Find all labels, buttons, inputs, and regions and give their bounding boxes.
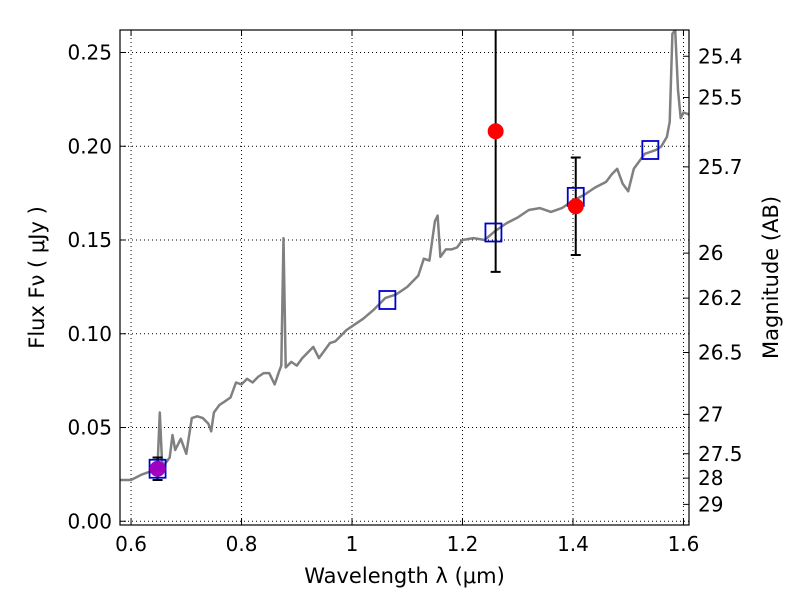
x-tick-label: 0.8	[226, 532, 258, 556]
y-axis-label: Flux Fν ( μJy )	[25, 206, 49, 349]
right-tick-label: 25.7	[698, 155, 743, 179]
y-tick-label: 0.20	[67, 134, 112, 158]
right-tick-label: 25.5	[698, 86, 743, 110]
data-layer	[120, 30, 689, 482]
observed-point-marker	[149, 460, 166, 477]
right-axis-label: Magnitude (AB)	[759, 196, 783, 359]
model-point-marker	[484, 222, 503, 243]
right-tick-label: 25.4	[698, 44, 743, 68]
y-tick-label: 0.00	[67, 509, 112, 533]
grid	[120, 30, 689, 525]
y-tick-label: 0.10	[67, 322, 112, 346]
observed-point-marker	[487, 123, 504, 140]
model-point-marker	[641, 140, 660, 160]
right-tick-label: 27	[698, 402, 723, 426]
x-tick-label: 1.6	[668, 532, 700, 556]
spectrum-line	[120, 30, 689, 482]
right-tick-label: 26.5	[698, 341, 743, 365]
x-tick-label: 0.6	[115, 532, 147, 556]
x-tick-label: 1	[346, 532, 359, 556]
observed-point-marker	[567, 198, 584, 215]
plot-frame	[119, 29, 690, 526]
y-tick-label: 0.15	[67, 228, 112, 252]
x-axis-label: Wavelength λ (μm)	[304, 564, 505, 588]
x-tick-label: 1.2	[447, 532, 479, 556]
right-tick-label: 26.2	[698, 286, 743, 310]
right-tick-label: 28	[698, 466, 723, 490]
x-tick-label: 1.4	[557, 532, 589, 556]
right-tick-label: 26	[698, 241, 723, 265]
model-point-marker	[378, 290, 397, 310]
y-tick-label: 0.25	[67, 41, 112, 65]
y-tick-label: 0.05	[67, 416, 112, 440]
plot-area	[120, 30, 689, 525]
right-tick-label: 27.5	[698, 442, 743, 466]
right-tick-label: 29	[698, 492, 723, 516]
